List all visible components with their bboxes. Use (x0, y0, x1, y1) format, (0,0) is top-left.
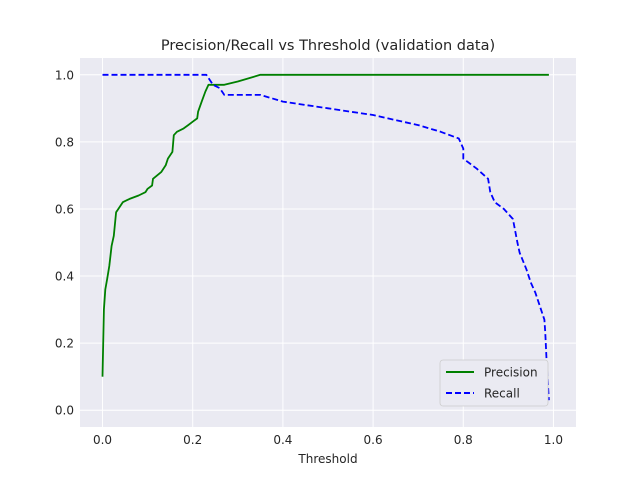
y-tick-labels: 0.0 0.2 0.4 0.6 0.8 1.0 (55, 68, 74, 417)
y-tick-label: 0.6 (55, 202, 74, 216)
chart-title: Precision/Recall vs Threshold (validatio… (161, 38, 495, 54)
legend-precision-label: Precision (484, 366, 538, 380)
y-tick-label: 1.0 (55, 68, 74, 82)
x-tick-label: 1.0 (544, 433, 563, 447)
x-axis-label: Threshold (297, 452, 357, 466)
y-tick-label: 0.0 (55, 404, 74, 418)
series-line-recall (102, 73, 550, 401)
y-tick-label: 0.2 (55, 337, 74, 351)
series-line-precision (101, 73, 549, 377)
x-tick-label: 0.8 (454, 433, 473, 447)
x-tick-label: 0.4 (273, 433, 292, 447)
x-tick-label: 0.0 (93, 433, 112, 447)
y-tick-label: 0.4 (55, 270, 74, 284)
legend-recall-label: Recall (484, 387, 520, 401)
x-tick-label: 0.6 (364, 433, 383, 447)
legend: Precision Recall (439, 359, 549, 407)
x-tick-label: 0.2 (183, 433, 202, 447)
y-tick-label: 0.8 (55, 135, 74, 149)
x-tick-labels: 0.0 0.2 0.4 0.6 0.8 1.0 (93, 433, 563, 447)
series-layer (101, 73, 550, 401)
